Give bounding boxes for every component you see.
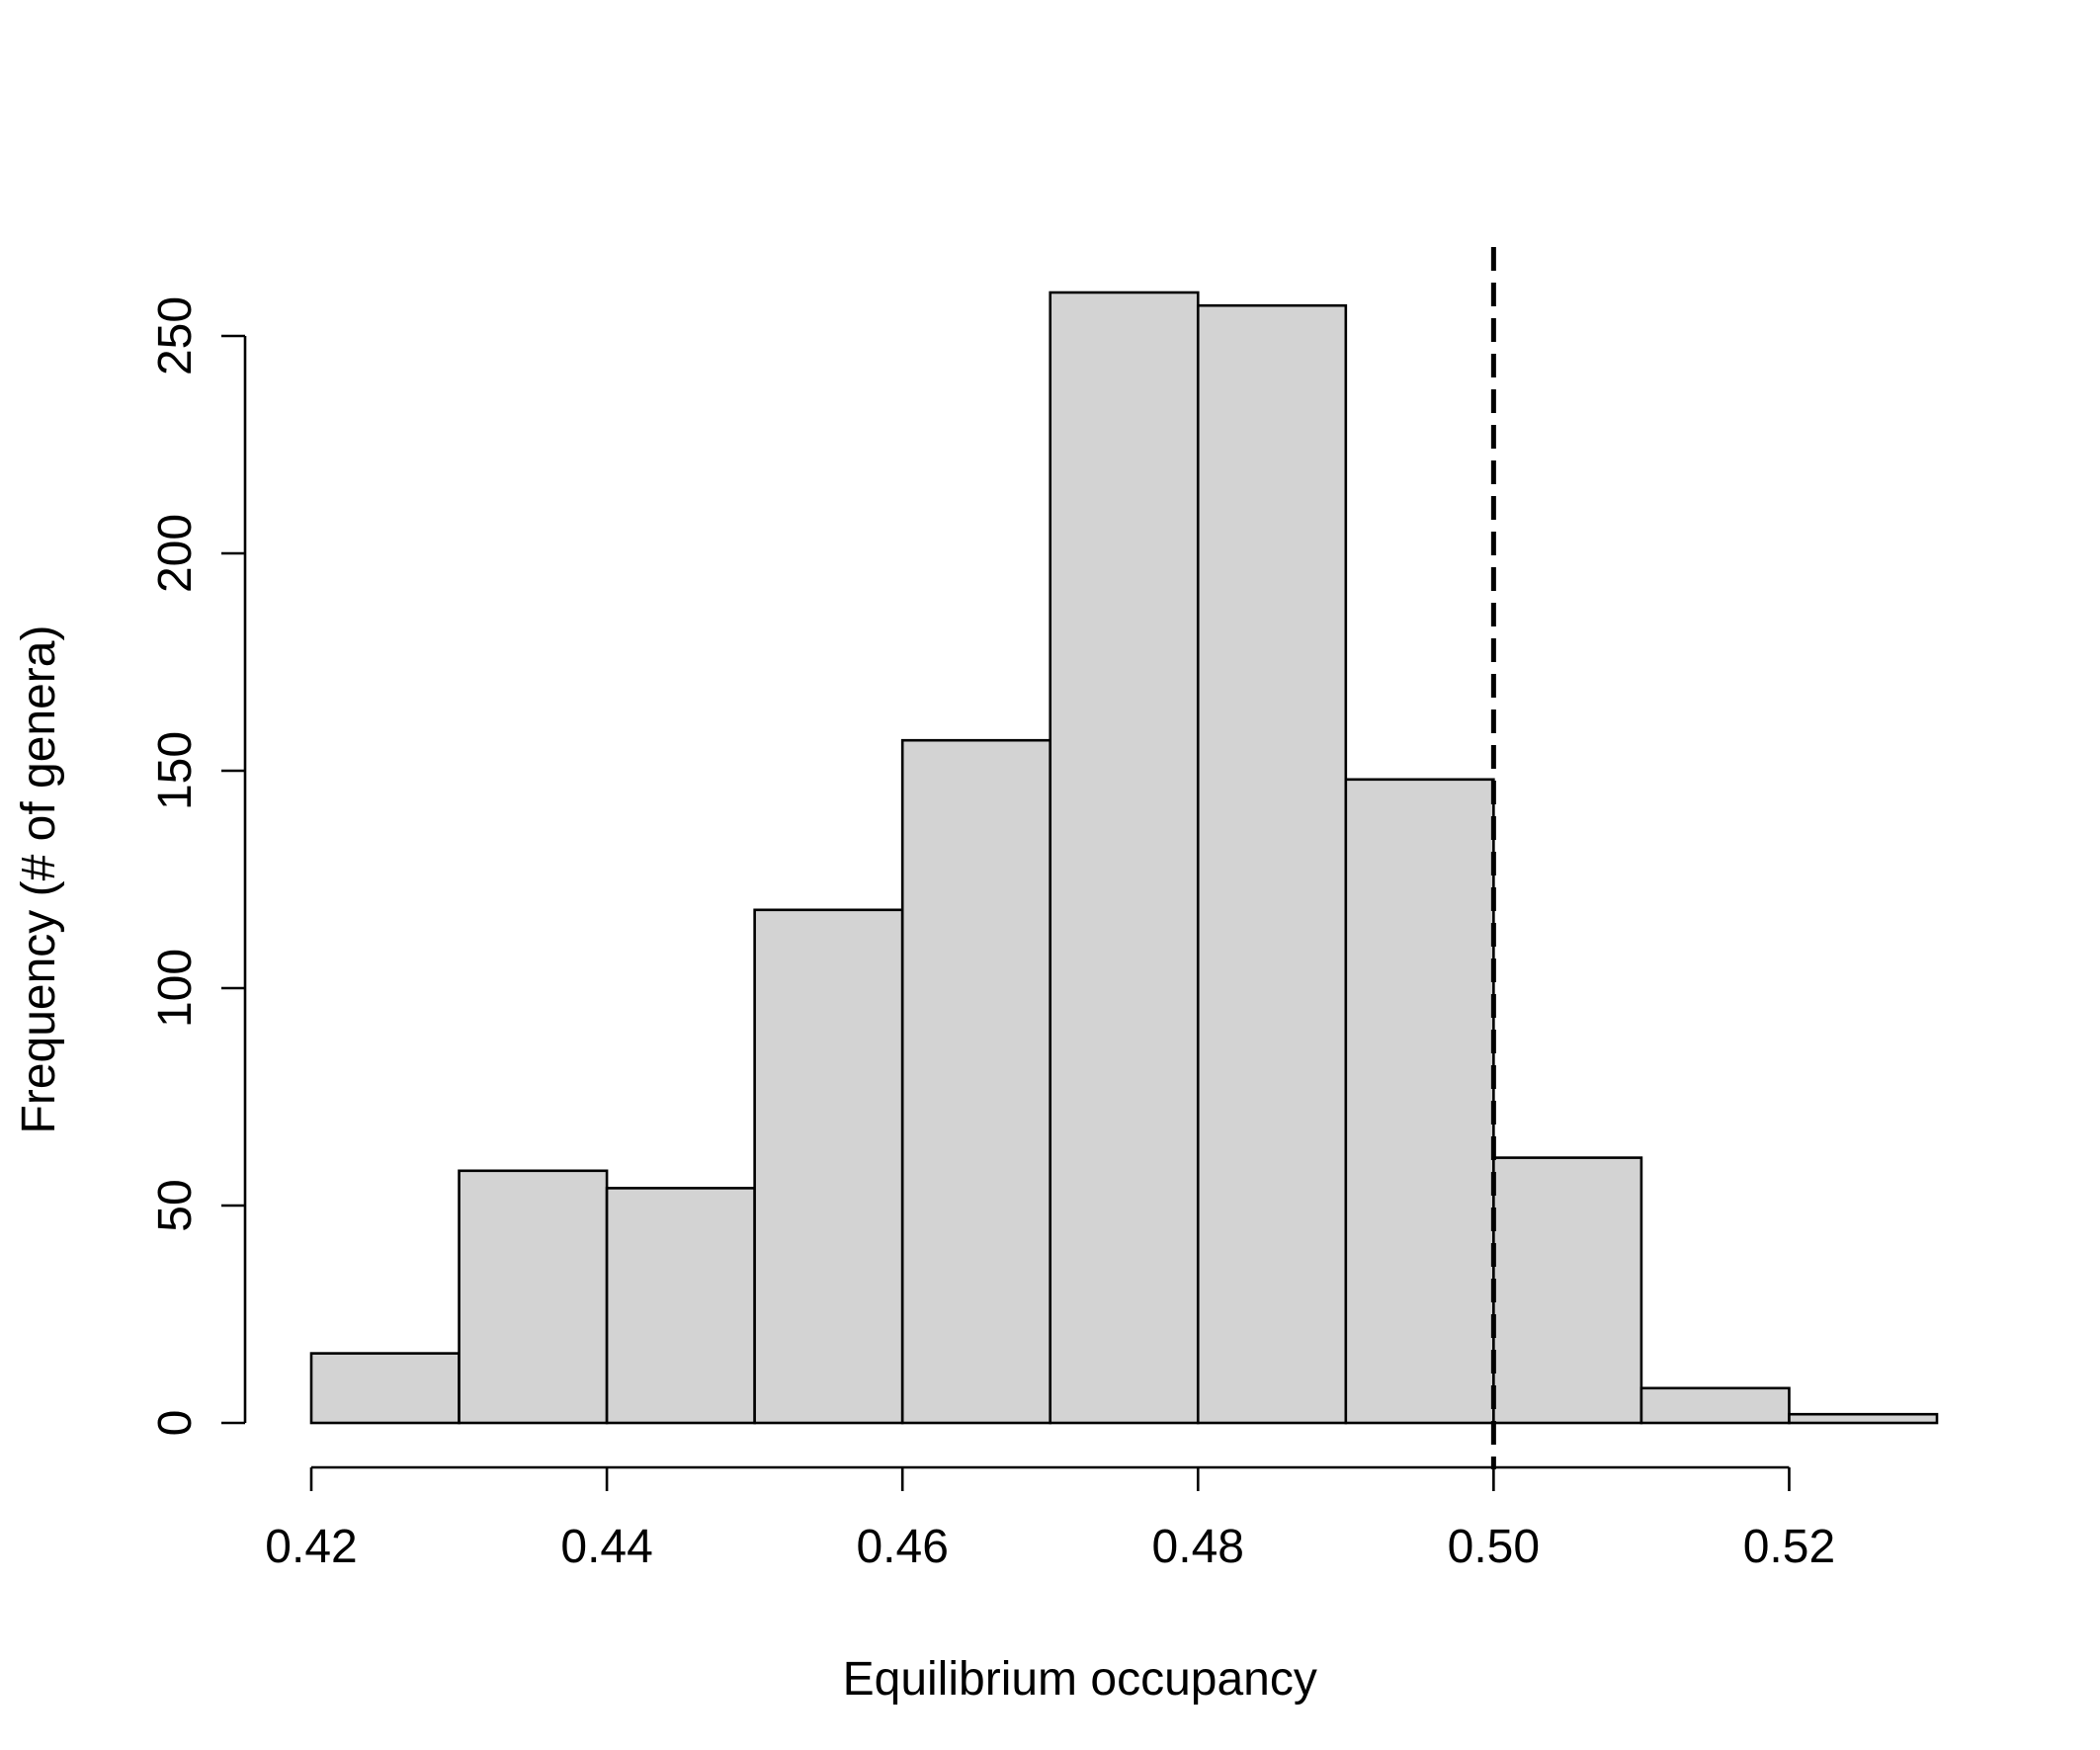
histogram-bar xyxy=(1788,1412,1939,1425)
x-tick-label: 0.52 xyxy=(1743,1521,1835,1573)
histogram-bar xyxy=(1492,1156,1643,1425)
histogram-bar xyxy=(1049,291,1200,1425)
x-tick-label: 0.42 xyxy=(265,1521,357,1573)
histogram-bar xyxy=(309,1352,461,1425)
x-tick-label: 0.48 xyxy=(1152,1521,1244,1573)
histogram-bar xyxy=(1639,1386,1791,1425)
histogram-bar xyxy=(753,908,904,1425)
y-tick-label: 100 xyxy=(149,949,202,1028)
x-tick-label: 0.46 xyxy=(856,1521,948,1573)
y-tick-label: 0 xyxy=(149,1410,202,1437)
x-axis: 0.42 0.44 0.46 0.48 0.50 0.52 xyxy=(265,1465,1835,1573)
y-axis: 0 50 100 150 200 250 xyxy=(149,296,247,1437)
histogram-bars xyxy=(309,291,1939,1425)
histogram-bar xyxy=(900,738,1052,1425)
histogram-bar xyxy=(458,1169,609,1425)
y-tick-label: 200 xyxy=(149,514,202,593)
histogram-bar xyxy=(1344,778,1495,1425)
y-tick-label: 250 xyxy=(149,296,202,375)
y-axis-title: Frequency (# of genera) xyxy=(13,625,65,1134)
y-tick-label: 50 xyxy=(149,1179,202,1231)
histogram-bar xyxy=(605,1187,756,1425)
x-tick-label: 0.44 xyxy=(560,1521,652,1573)
x-axis-title: Equilibrium occupancy xyxy=(843,1653,1317,1706)
histogram-bar xyxy=(1196,303,1348,1425)
y-tick-label: 150 xyxy=(149,731,202,810)
x-tick-label: 0.50 xyxy=(1448,1521,1540,1573)
